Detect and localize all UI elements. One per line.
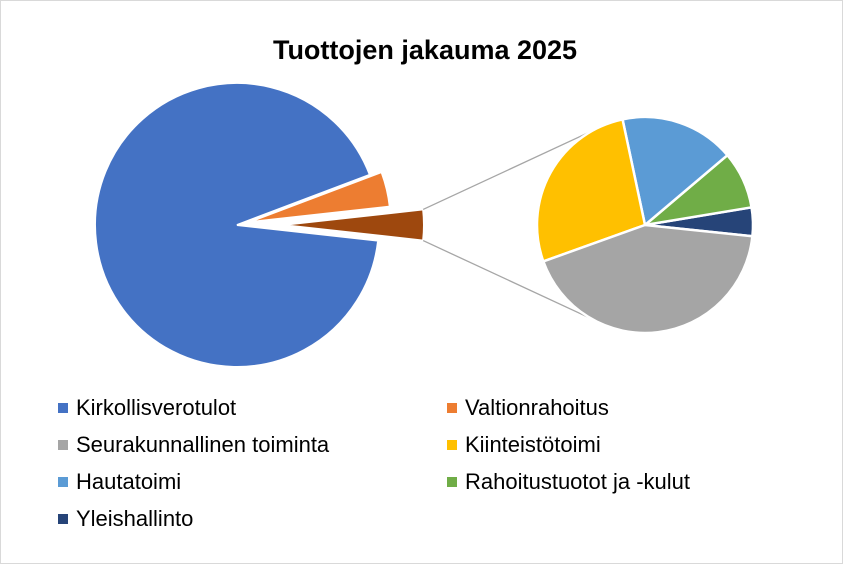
- connector-line: [422, 239, 592, 320]
- legend-label: Yleishallinto: [76, 506, 193, 531]
- pie-slice: [248, 170, 391, 224]
- pie-slice: [621, 115, 730, 228]
- legend-marker: [58, 403, 68, 413]
- legend-marker: [58, 440, 68, 450]
- pie-slice-other: [281, 208, 425, 242]
- legend-marker: [447, 477, 457, 487]
- legend-marker: [447, 440, 457, 450]
- pie-slice: [541, 223, 754, 335]
- legend-marker: [58, 514, 68, 524]
- pie-slice: [94, 82, 380, 368]
- legend-label: Rahoitustuotot ja -kulut: [465, 469, 690, 494]
- legend-label: Hautatoimi: [76, 469, 181, 494]
- legend-label: Kirkollisverotulot: [76, 395, 236, 420]
- legend-label: Kiinteistötoimi: [465, 432, 601, 457]
- legend-label: Valtionrahoitus: [465, 395, 609, 420]
- chart-title: Tuottojen jakauma 2025: [273, 35, 577, 65]
- pie-slice: [535, 117, 647, 264]
- legend-marker: [58, 477, 68, 487]
- connector-line: [422, 130, 592, 211]
- legend-label: Seurakunnallinen toiminta: [76, 432, 330, 457]
- legend-marker: [447, 403, 457, 413]
